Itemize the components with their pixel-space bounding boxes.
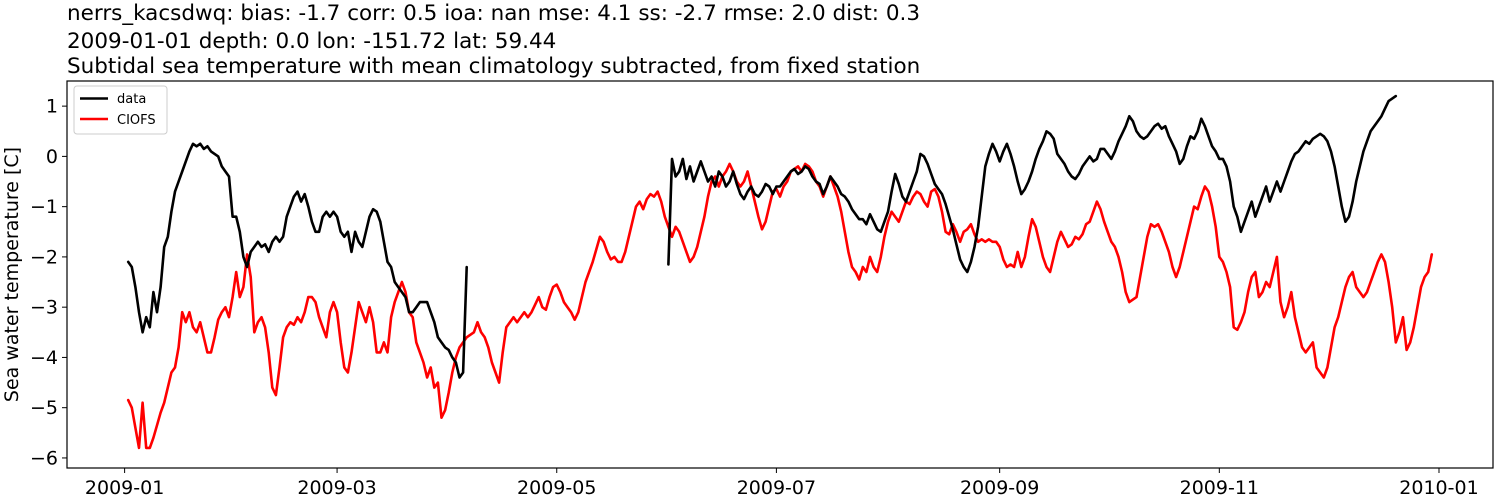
chart-title-line-2: 2009-01-01 depth: 0.0 lon: -151.72 lat: … xyxy=(67,29,557,54)
y-tick-label: −3 xyxy=(30,297,58,319)
plot-frame xyxy=(66,80,1494,469)
x-tick-label: 2009-05 xyxy=(517,477,596,499)
chart-title-line-1: nerrs_kacsdwq: bias: -1.7 corr: 0.5 ioa:… xyxy=(67,1,921,26)
series-line-data xyxy=(126,142,468,379)
x-tick-label: 2009-07 xyxy=(737,477,816,499)
y-tick-label: −4 xyxy=(30,347,58,369)
series-layer xyxy=(126,94,1434,450)
x-tick-label: 2009-11 xyxy=(1180,477,1259,499)
series-line-ciofs xyxy=(126,162,1434,450)
y-tick-label: −5 xyxy=(30,397,58,419)
chart-title-line-3: Subtidal sea temperature with mean clima… xyxy=(67,54,921,79)
y-tick-label: 0 xyxy=(46,146,58,168)
x-tick-label: 2009-03 xyxy=(297,477,376,499)
y-tick-label: 1 xyxy=(46,96,58,118)
y-tick-label: −6 xyxy=(30,447,58,469)
legend-label-ciofs: CIOFS xyxy=(117,113,156,128)
legend-label-data: data xyxy=(117,92,146,107)
x-axis: 2009-01 2009-03 2009-05 2009-07 2009-09 2009-… xyxy=(85,468,1479,499)
y-axis-label: Sea water temperature [C] xyxy=(1,147,23,402)
series-line-data xyxy=(667,94,1398,274)
y-tick-label: −1 xyxy=(30,196,58,218)
y-axis: 1 0 −1 −2 −3 −4 −5 −6 xyxy=(30,96,67,469)
legend: data CIOFS xyxy=(73,85,168,135)
x-tick-label: 2009-01 xyxy=(85,477,164,499)
y-tick-label: −2 xyxy=(30,246,58,268)
x-tick-label: 2010-01 xyxy=(1399,477,1478,499)
x-tick-label: 2009-09 xyxy=(960,477,1039,499)
